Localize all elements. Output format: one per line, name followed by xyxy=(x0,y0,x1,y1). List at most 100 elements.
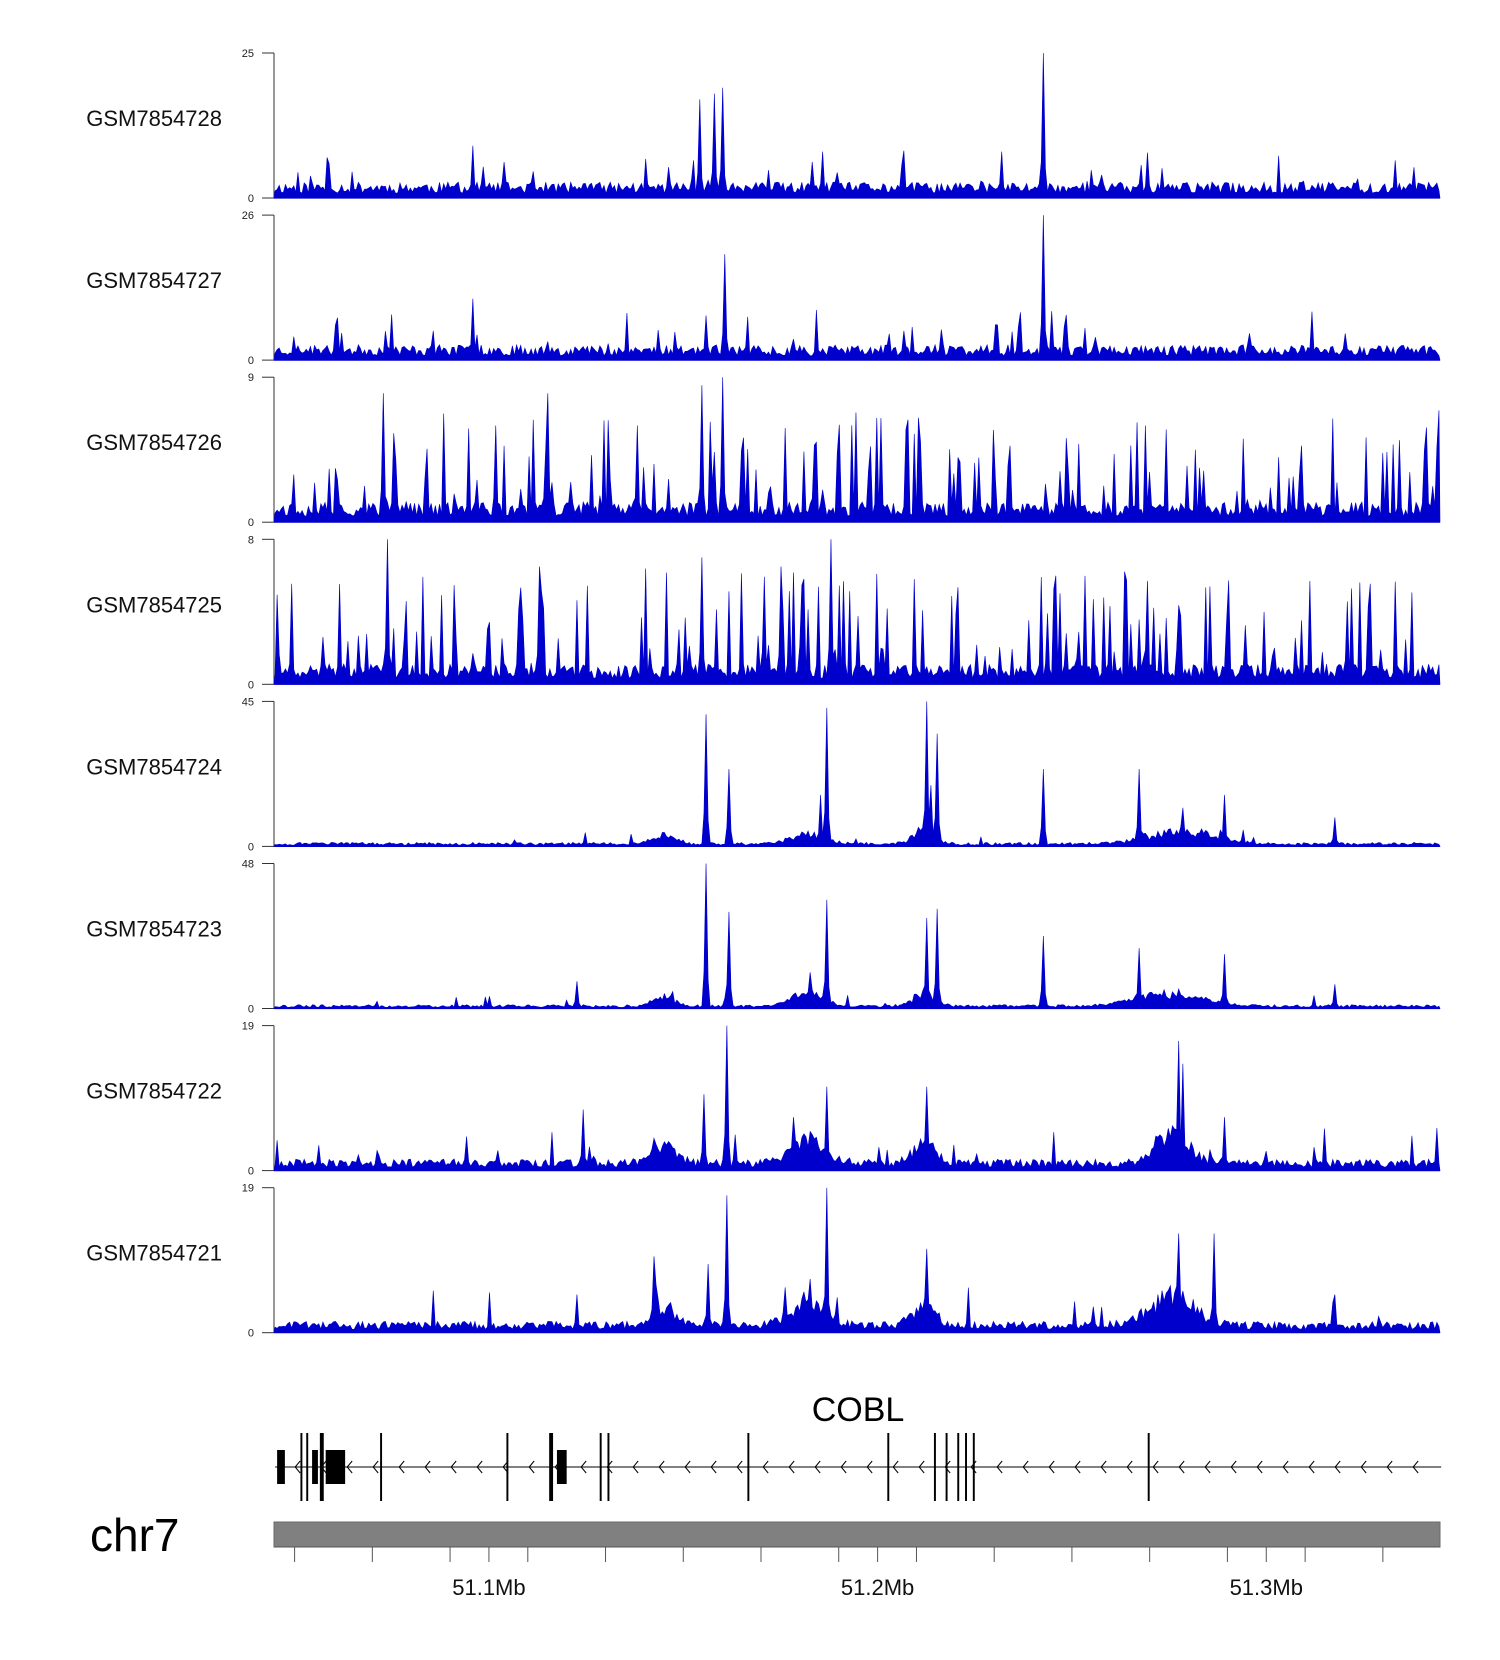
track-label: GSM7854724 xyxy=(86,754,222,779)
y-min-label: 0 xyxy=(248,1166,254,1178)
y-max-label: 19 xyxy=(242,1183,254,1195)
track-label: GSM7854721 xyxy=(86,1241,222,1266)
strand-arrow xyxy=(1256,1460,1263,1474)
y-max-label: 48 xyxy=(242,859,254,871)
strand-arrow xyxy=(1074,1460,1081,1474)
chromosome-label: chr7 xyxy=(90,1509,179,1561)
strand-arrow xyxy=(372,1460,379,1474)
y-max-label: 26 xyxy=(242,210,254,222)
coverage-area xyxy=(273,1187,1441,1333)
chromosome-band xyxy=(273,1521,1441,1548)
exon xyxy=(1147,1433,1150,1501)
strand-arrow xyxy=(944,1460,951,1474)
y-min-label: 0 xyxy=(248,355,254,367)
coverage-track: GSM7854724 45 0 xyxy=(86,696,1441,853)
coverage-track: GSM7854728 25 0 xyxy=(86,48,1441,205)
strand-arrow xyxy=(866,1460,873,1474)
strand-arrow xyxy=(580,1460,587,1474)
strand-arrow xyxy=(1022,1460,1029,1474)
exon xyxy=(549,1433,554,1501)
y-min-label: 0 xyxy=(248,679,254,691)
track-label: GSM7854727 xyxy=(86,268,222,293)
strand-arrow xyxy=(476,1460,483,1474)
coverage-track: GSM7854723 48 0 xyxy=(86,859,1441,1016)
exon xyxy=(312,1450,318,1484)
exon xyxy=(965,1433,967,1501)
strand-arrow xyxy=(450,1460,457,1474)
track-label: GSM7854725 xyxy=(86,592,222,617)
strand-arrow xyxy=(1334,1460,1341,1474)
coverage-track: GSM7854725 8 0 xyxy=(86,534,1441,691)
coverage-area xyxy=(273,1025,1441,1171)
y-min-label: 0 xyxy=(248,841,254,853)
strand-arrow xyxy=(1412,1460,1419,1474)
strand-arrow xyxy=(710,1460,717,1474)
strand-arrow xyxy=(424,1460,431,1474)
coverage-track: GSM7854721 19 0 xyxy=(86,1183,1441,1340)
strand-arrow xyxy=(892,1460,899,1474)
track-label: GSM7854723 xyxy=(86,917,222,942)
strand-arrow xyxy=(528,1460,535,1474)
coverage-track: GSM7854722 19 0 xyxy=(86,1021,1441,1178)
strand-arrow xyxy=(398,1460,405,1474)
exon xyxy=(380,1433,383,1501)
coverage-area xyxy=(273,701,1441,847)
strand-arrow xyxy=(1152,1460,1159,1474)
gene-name-label: COBL xyxy=(812,1391,905,1429)
strand-arrow xyxy=(1230,1460,1237,1474)
exon xyxy=(277,1450,285,1484)
y-min-label: 0 xyxy=(248,517,254,529)
coverage-tracks: GSM7854728250GSM7854727260GSM785472690GS… xyxy=(86,48,1441,1340)
x-axis-label: 51.1Mb xyxy=(452,1575,525,1600)
strand-arrow xyxy=(996,1460,1003,1474)
exon xyxy=(957,1433,960,1501)
exon xyxy=(747,1433,750,1501)
strand-arrow xyxy=(294,1460,301,1474)
strand-arrow xyxy=(1308,1460,1315,1474)
exon xyxy=(933,1433,936,1501)
exon xyxy=(607,1433,610,1501)
coverage-area xyxy=(273,863,1441,1009)
exon xyxy=(972,1433,975,1501)
strand-arrow xyxy=(632,1460,639,1474)
exon xyxy=(945,1433,948,1501)
coverage-track: GSM7854726 9 0 xyxy=(86,372,1441,529)
strand-arrow xyxy=(1204,1460,1211,1474)
x-axis-label: 51.3Mb xyxy=(1230,1575,1303,1600)
coverage-area xyxy=(273,52,1441,199)
strand-arrow xyxy=(762,1460,769,1474)
exon xyxy=(325,1450,346,1484)
strand-arrow xyxy=(1282,1460,1289,1474)
strand-arrow xyxy=(1048,1460,1055,1474)
strand-arrow xyxy=(606,1460,613,1474)
coverage-area xyxy=(273,539,1441,685)
strand-arrow xyxy=(684,1460,691,1474)
strand-arrow xyxy=(788,1460,795,1474)
exon xyxy=(887,1433,890,1501)
strand-arrow xyxy=(346,1460,353,1474)
coverage-area xyxy=(273,215,1441,361)
gene-model: COBL xyxy=(275,1391,1442,1501)
strand-arrow xyxy=(1386,1460,1393,1474)
strand-arrow xyxy=(1100,1460,1107,1474)
exon xyxy=(599,1433,602,1501)
track-label: GSM7854728 xyxy=(86,106,222,131)
strand-arrow xyxy=(814,1460,821,1474)
exon xyxy=(300,1433,303,1501)
y-max-label: 8 xyxy=(248,534,254,546)
track-label: GSM7854722 xyxy=(86,1079,222,1104)
strand-arrow xyxy=(658,1460,665,1474)
strand-arrow xyxy=(840,1460,847,1474)
exon xyxy=(319,1433,324,1501)
y-max-label: 19 xyxy=(242,1021,254,1033)
y-max-label: 25 xyxy=(242,48,254,60)
y-max-label: 45 xyxy=(242,696,254,708)
track-label: GSM7854726 xyxy=(86,430,222,455)
y-min-label: 0 xyxy=(248,193,254,205)
y-min-label: 0 xyxy=(248,1328,254,1340)
coverage-area xyxy=(273,377,1441,523)
strand-arrow xyxy=(1178,1460,1185,1474)
strand-arrow xyxy=(1360,1460,1367,1474)
strand-arrow xyxy=(1126,1460,1133,1474)
